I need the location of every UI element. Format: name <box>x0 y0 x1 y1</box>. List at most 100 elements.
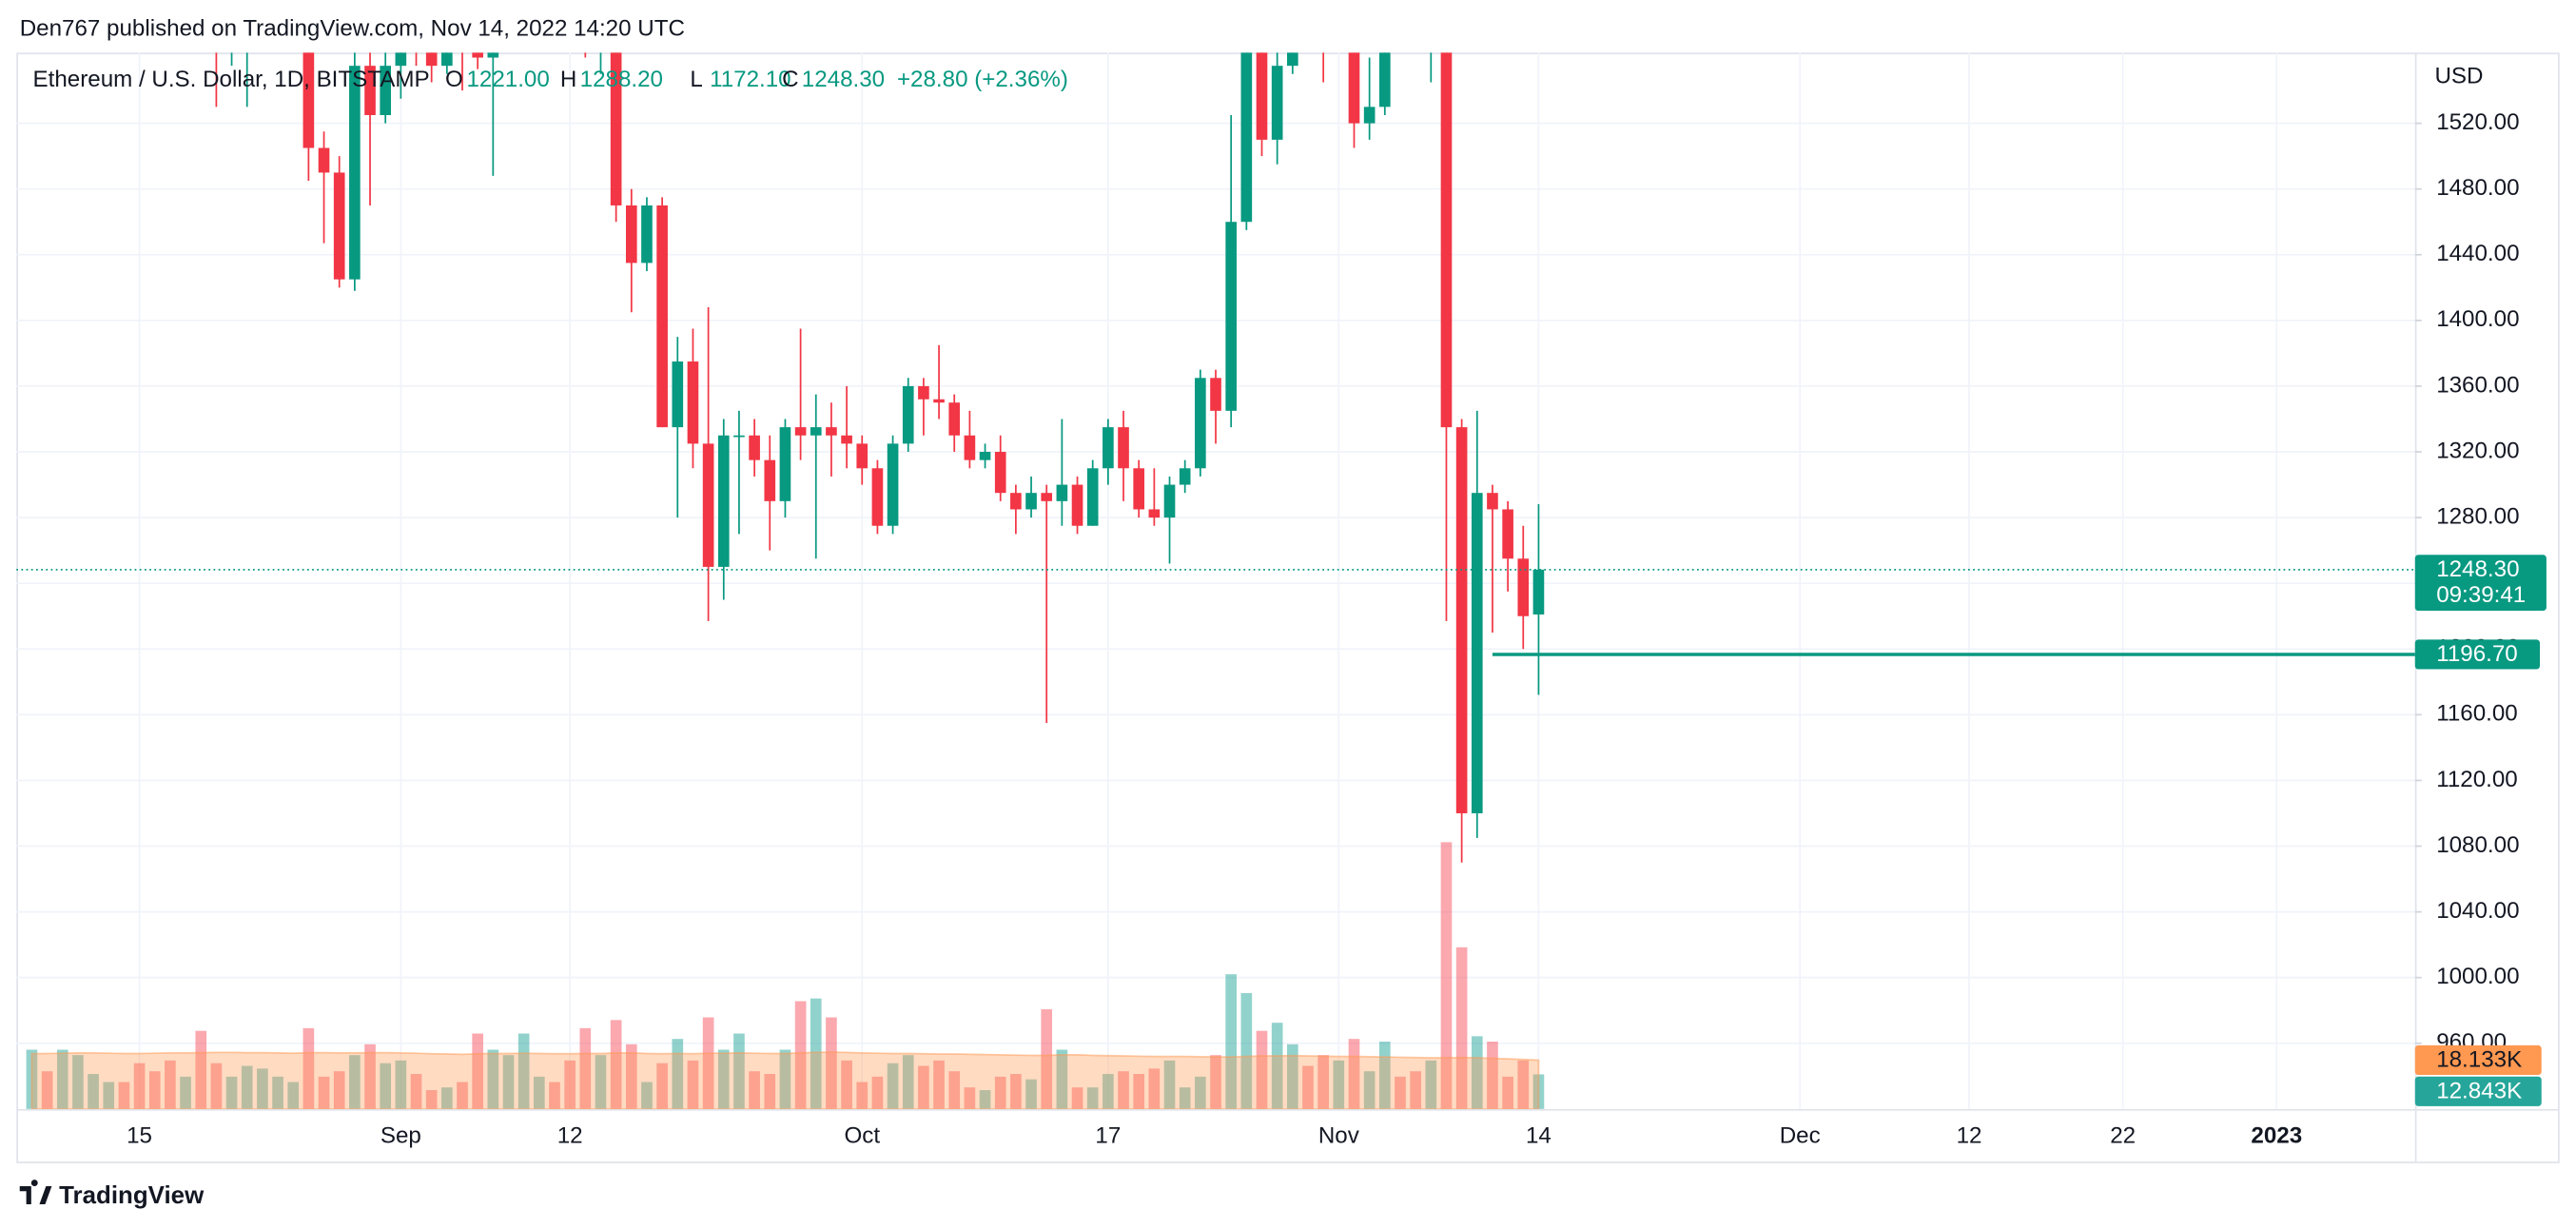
volume-bar <box>118 1082 130 1109</box>
volume-bar <box>302 1027 315 1109</box>
candle-body <box>1225 222 1237 411</box>
volume-bar <box>1271 1023 1283 1109</box>
volume-bar <box>1056 1049 1068 1109</box>
volume-bar <box>88 1074 99 1109</box>
legend-c: C <box>782 67 798 92</box>
volume-bar <box>1086 1087 1099 1109</box>
candle-body <box>918 385 929 400</box>
candle-body <box>826 427 837 436</box>
volume-bar <box>933 1060 945 1109</box>
logo-mark <box>19 1180 52 1205</box>
candle-body <box>1025 493 1037 510</box>
candle-body <box>1378 52 1391 107</box>
volume-bar <box>656 1063 668 1109</box>
candle-body <box>302 52 315 148</box>
volume-bar <box>1425 1060 1437 1109</box>
volume-bar <box>733 1033 745 1109</box>
candle-body <box>979 452 991 460</box>
candle-body <box>1271 66 1283 140</box>
candle-body <box>1179 468 1191 485</box>
y-tick-label: 1520.00 <box>2436 109 2519 135</box>
candle-body <box>487 52 499 58</box>
candle-body <box>702 443 714 567</box>
candle-body <box>841 435 852 444</box>
volume-bar <box>979 1090 991 1109</box>
x-tick-label: 14 <box>1526 1123 1551 1149</box>
volume-bar <box>195 1030 207 1109</box>
candle-body <box>380 66 392 115</box>
candle-body <box>1240 52 1253 223</box>
volume-bar <box>72 1055 84 1109</box>
overlay: 960.001000.001040.001080.001120.001160.0… <box>16 64 2547 1149</box>
volume-bar <box>472 1033 483 1109</box>
volume-bar <box>349 1055 361 1109</box>
volume-bar <box>1148 1068 1161 1109</box>
volume-bar <box>1163 1060 1176 1109</box>
volume-bar <box>502 1055 515 1109</box>
horizontal-line-box <box>2414 639 2541 670</box>
volume-bar <box>1103 1074 1114 1109</box>
candle-body <box>687 361 699 444</box>
legend-close: 1248.30 <box>802 67 885 92</box>
volume-bar <box>148 1071 161 1109</box>
volume-bar <box>180 1076 191 1109</box>
volume-bar <box>410 1074 422 1109</box>
volume-bar <box>1225 974 1237 1109</box>
volume-bar <box>1333 1060 1345 1109</box>
volume-bar <box>564 1060 576 1109</box>
volume-bar <box>1455 946 1468 1109</box>
volume-bar <box>887 1063 899 1109</box>
y-tick-label: 1480.00 <box>2436 175 2519 201</box>
volume-bar <box>810 998 822 1109</box>
volume-bar <box>318 1076 330 1109</box>
candle-body <box>1163 484 1176 518</box>
volume-bar <box>794 1001 807 1109</box>
volume-bar <box>871 1076 884 1109</box>
legend-change: +28.80 (+2.36%) <box>897 67 1068 92</box>
volume-bar <box>549 1082 560 1109</box>
candle-body <box>717 435 730 567</box>
candle-body <box>1287 52 1298 67</box>
currency-label: USD <box>2434 64 2483 89</box>
volume-bar <box>364 1044 376 1109</box>
x-tick-label: Oct <box>844 1123 880 1149</box>
candle-body <box>472 52 483 58</box>
last-price-box <box>2414 555 2547 612</box>
candle-body <box>395 52 407 67</box>
volume-bar <box>749 1071 760 1109</box>
y-tick-label: 1080.00 <box>2436 832 2519 858</box>
volume-bar <box>994 1076 1006 1109</box>
x-tick-label: Nov <box>1318 1123 1359 1149</box>
volume-bar <box>1502 1076 1513 1109</box>
volume-bar <box>1287 1044 1298 1109</box>
candle-body <box>871 468 884 526</box>
candle-body <box>656 205 668 428</box>
volume-bar <box>702 1017 714 1109</box>
volume-bar <box>210 1063 223 1109</box>
volume-bar <box>1118 1071 1129 1109</box>
candle-body <box>1148 509 1161 518</box>
volume-bar <box>395 1060 407 1109</box>
volume-bar <box>826 1017 837 1109</box>
volume-bar <box>225 1076 238 1109</box>
candle-body <box>1133 468 1145 510</box>
volume-bar <box>1195 1076 1206 1109</box>
volume-bar <box>1179 1087 1191 1109</box>
volume-bar <box>964 1087 976 1109</box>
candle-body <box>610 52 622 205</box>
volume-bar <box>610 1020 622 1109</box>
volume-bar <box>779 1049 791 1109</box>
candle-body <box>333 172 345 280</box>
volume-bar <box>1010 1074 1022 1109</box>
candle-body <box>1455 427 1468 813</box>
y-tick-label: 1160.00 <box>2436 701 2518 727</box>
candle-body <box>1071 484 1083 526</box>
volume-bar <box>441 1087 453 1109</box>
x-tick-label: 12 <box>557 1123 583 1149</box>
volume-bar <box>595 1055 607 1109</box>
candle-body <box>1348 52 1360 124</box>
volume-bar <box>380 1063 392 1109</box>
volume-box <box>2414 1076 2542 1106</box>
y-tick-label: 1040.00 <box>2436 898 2519 924</box>
candle-body <box>856 443 868 469</box>
